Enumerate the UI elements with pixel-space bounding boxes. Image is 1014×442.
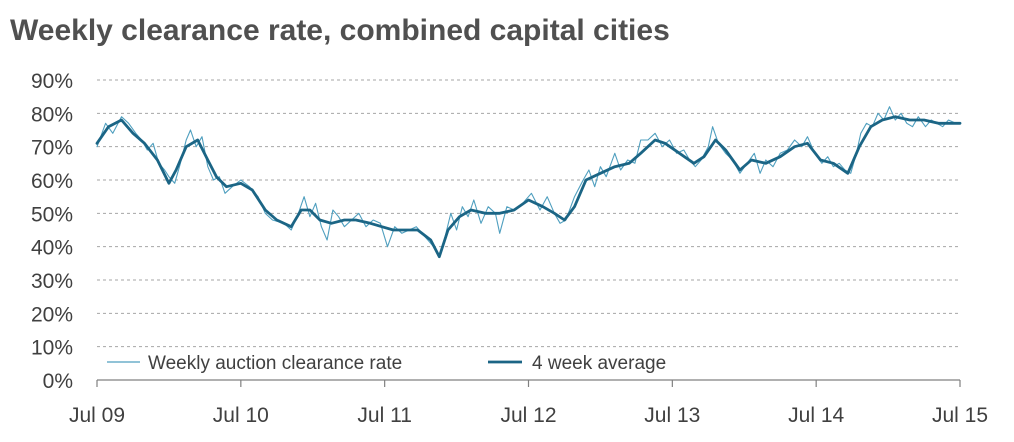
legend: Weekly auction clearance rate 4 week aver…: [107, 353, 666, 374]
legend-label-weekly: Weekly auction clearance rate: [148, 353, 402, 374]
x-axis: [96, 379, 961, 387]
y-tick-label: 90%: [31, 70, 73, 93]
y-axis-labels: 0% 10% 20% 30% 40% 50% 60% 70% 80% 90%: [31, 70, 73, 393]
y-tick-label: 40%: [31, 237, 73, 260]
y-tick-label: 80%: [31, 103, 73, 126]
chart-title: Weekly clearance rate, combined capital …: [10, 14, 670, 47]
x-tick-label: Jul 12: [500, 404, 556, 427]
x-tick-label: Jul 11: [357, 404, 411, 427]
x-tick-label: Jul 10: [213, 404, 269, 427]
y-tick-label: 60%: [31, 170, 73, 193]
y-tick-label: 50%: [31, 203, 73, 226]
y-tick-label: 10%: [31, 337, 73, 360]
y-tick-label: 70%: [31, 137, 73, 160]
series-line-weekly-rate: [96, 106, 961, 258]
x-axis-labels: Jul 09 Jul 10 Jul 11 Jul 12 Jul 13 Jul 14 Jul …: [69, 404, 988, 427]
x-tick-label: Jul 15: [932, 404, 988, 427]
y-tick-label: 30%: [31, 270, 73, 293]
gridlines: [97, 79, 960, 348]
x-tick-label: Jul 09: [69, 404, 125, 427]
x-tick-label: Jul 14: [788, 404, 844, 427]
legend-label-average: 4 week average: [532, 353, 666, 374]
y-tick-label: 20%: [31, 303, 73, 326]
series-lines: [95, 106, 962, 259]
x-tick-label: Jul 13: [644, 404, 700, 427]
y-tick-label: 0%: [43, 370, 73, 393]
series-line-4-week-average: [95, 115, 962, 259]
